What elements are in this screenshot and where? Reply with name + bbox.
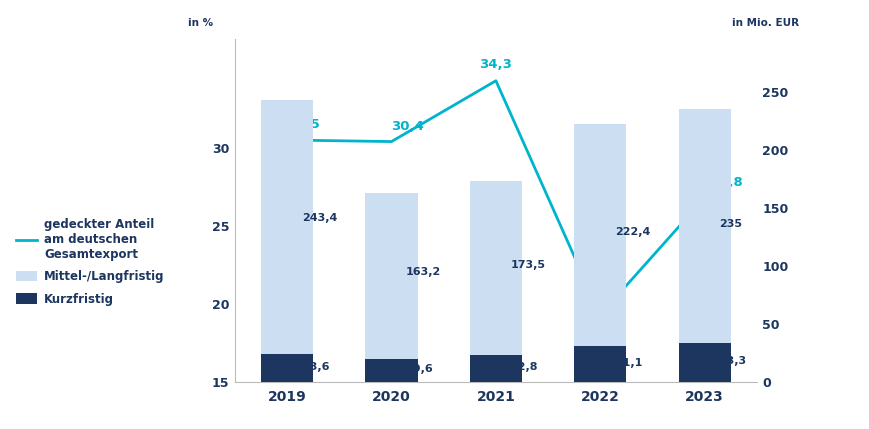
Bar (678, 343, 730, 382)
Bar (469, 355, 521, 382)
Text: 34,3: 34,3 (479, 58, 512, 71)
Text: 23,6: 23,6 (302, 362, 328, 372)
Text: 235: 235 (719, 219, 741, 229)
Text: 163,2: 163,2 (406, 267, 441, 277)
Bar (678, 109, 730, 382)
Bar (574, 346, 626, 382)
Text: 222,4: 222,4 (614, 227, 649, 237)
Bar (261, 354, 313, 382)
Legend: gedeckter Anteil
am deutschen
Gesamtexport, Mittel-/Langfristig, Kurzfristig: gedeckter Anteil am deutschen Gesamtexpo… (11, 213, 169, 310)
Bar (261, 100, 313, 382)
Text: 30,4: 30,4 (391, 120, 424, 133)
Bar (365, 359, 417, 382)
Text: 22,8: 22,8 (510, 363, 537, 372)
Text: 26,8: 26,8 (709, 176, 742, 189)
Text: 173,5: 173,5 (510, 260, 545, 270)
Text: in Mio. EUR: in Mio. EUR (731, 18, 798, 28)
Text: 243,4: 243,4 (302, 213, 336, 223)
Bar (365, 193, 417, 382)
Text: 30,5: 30,5 (287, 118, 320, 131)
Bar (574, 124, 626, 382)
Bar (469, 181, 521, 382)
Text: 19,3: 19,3 (583, 327, 616, 340)
Text: 31,1: 31,1 (614, 358, 641, 368)
Text: 19,6: 19,6 (406, 364, 434, 374)
Text: 33,3: 33,3 (719, 356, 746, 366)
Text: in %: in % (188, 18, 213, 28)
